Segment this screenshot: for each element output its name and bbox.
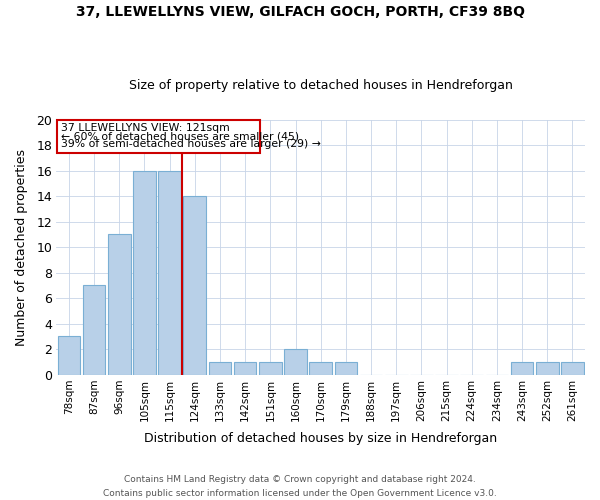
X-axis label: Distribution of detached houses by size in Hendreforgan: Distribution of detached houses by size … [144,432,497,445]
Bar [234,362,256,374]
Text: 39% of semi-detached houses are larger (29) →: 39% of semi-detached houses are larger (… [61,140,320,149]
Bar [58,336,80,374]
Bar [158,170,181,374]
Bar [511,362,533,374]
Bar [209,362,232,374]
FancyBboxPatch shape [57,120,260,154]
Bar [284,349,307,374]
Text: ← 60% of detached houses are smaller (45): ← 60% of detached houses are smaller (45… [61,131,299,141]
Bar [108,234,131,374]
Text: 37, LLEWELLYNS VIEW, GILFACH GOCH, PORTH, CF39 8BQ: 37, LLEWELLYNS VIEW, GILFACH GOCH, PORTH… [76,5,524,19]
Title: Size of property relative to detached houses in Hendreforgan: Size of property relative to detached ho… [129,79,512,92]
Bar [184,196,206,374]
Bar [536,362,559,374]
Text: Contains HM Land Registry data © Crown copyright and database right 2024.
Contai: Contains HM Land Registry data © Crown c… [103,476,497,498]
Text: 37 LLEWELLYNS VIEW: 121sqm: 37 LLEWELLYNS VIEW: 121sqm [61,122,229,132]
Bar [310,362,332,374]
Bar [133,170,156,374]
Bar [561,362,584,374]
Y-axis label: Number of detached properties: Number of detached properties [15,148,28,346]
Bar [259,362,281,374]
Bar [83,286,106,374]
Bar [335,362,357,374]
